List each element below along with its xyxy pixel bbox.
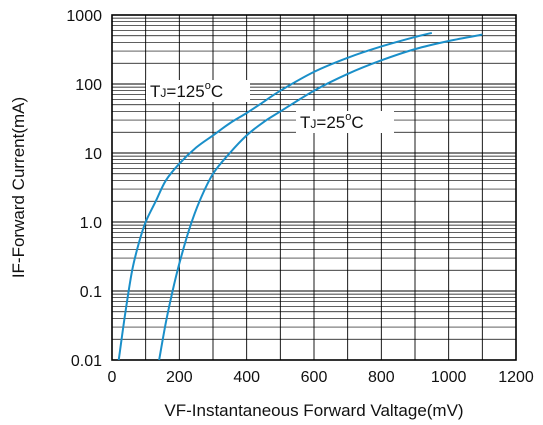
x-tick-label: 400 [233,369,260,386]
y-tick-label: 1000 [66,8,102,25]
annotation-tj-125c: TJ=125oC [150,80,223,101]
series-tj-25c [158,33,483,361]
y-tick-label: 0.1 [80,284,102,301]
x-tick-label: 200 [166,369,193,386]
x-tick-label: 1200 [498,369,534,386]
annotation-tj-25c: TJ=25oC [300,111,364,132]
annotation-background [146,80,250,102]
x-axis-label: VF-Instantaneous Forward Valtage(mV) [164,401,463,420]
x-tick-label: 800 [368,369,395,386]
x-tick-label: 0 [108,369,117,386]
grid [112,15,516,360]
y-axis-label: IF-Forward Current(mA) [9,97,28,278]
y-tick-label: 100 [75,77,102,94]
y-tick-label: 0.01 [71,353,102,370]
series-tj-125c [117,31,433,361]
y-tick-label: 10 [84,146,102,163]
annotation-background [296,111,394,133]
plot-frame [111,14,517,361]
x-tick-label: 1000 [431,369,467,386]
x-tick-label: 600 [301,369,328,386]
y-tick-label: 1.0 [80,215,102,232]
